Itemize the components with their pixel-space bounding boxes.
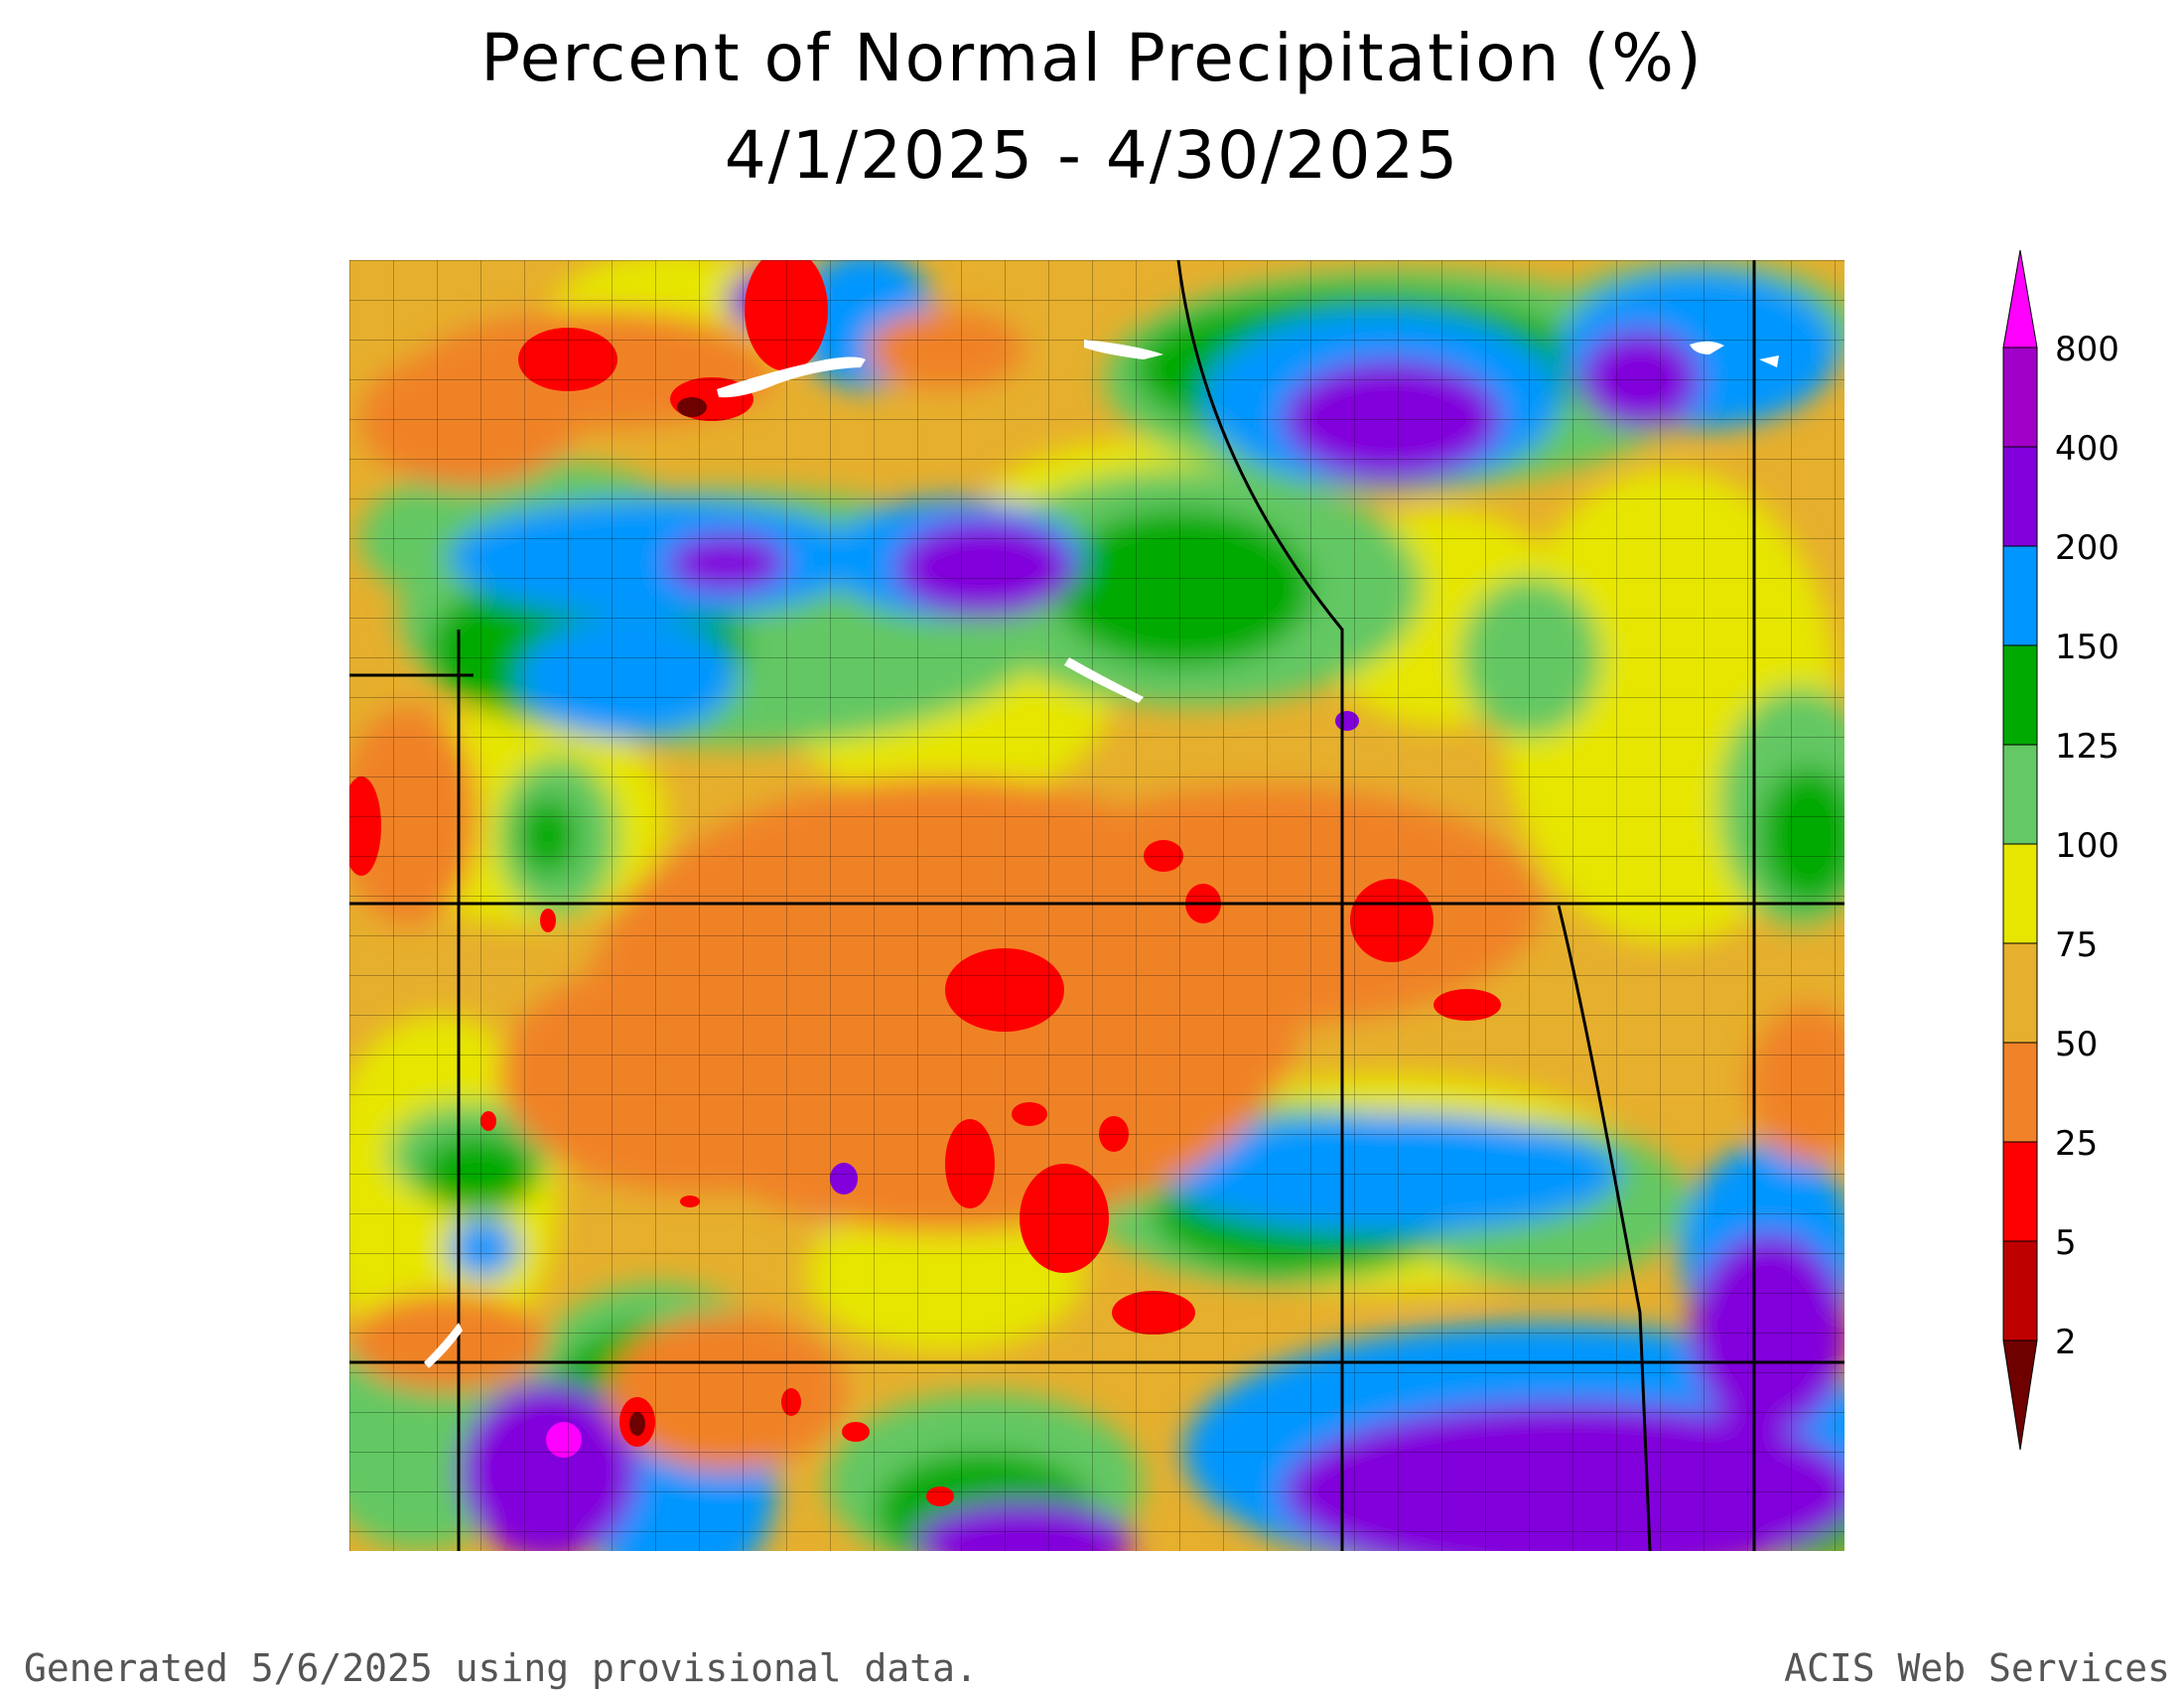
legend-swatch-2 xyxy=(2002,1339,2038,1451)
legend-label-800: 800 xyxy=(2055,330,2119,369)
legend-label-25: 25 xyxy=(2055,1124,2098,1164)
legend-label-50: 50 xyxy=(2055,1025,2098,1064)
legend-label-200: 200 xyxy=(2055,528,2119,568)
legend-label-75: 75 xyxy=(2055,925,2098,965)
legend-swatch-200 xyxy=(2002,545,2038,646)
legend-swatch-50 xyxy=(2002,1042,2038,1143)
legend-label-125: 125 xyxy=(2055,727,2119,767)
legend-swatch-125 xyxy=(2002,744,2038,845)
legend-label-400: 400 xyxy=(2055,429,2119,469)
legend-label-100: 100 xyxy=(2055,826,2119,866)
legend-swatch-400 xyxy=(2002,446,2038,547)
legend-swatch-5 xyxy=(2002,1240,2038,1341)
lakes xyxy=(424,340,1779,1368)
generated-note: Generated 5/6/2025 using provisional dat… xyxy=(24,1646,978,1690)
state-borders xyxy=(349,260,1844,1551)
legend-swatch-25 xyxy=(2002,1141,2038,1242)
map-date-range: 4/1/2025 - 4/30/2025 xyxy=(724,117,1460,194)
legend-top-arrow xyxy=(2002,249,2038,349)
legend-swatch-100 xyxy=(2002,843,2038,944)
county-grid xyxy=(349,260,1844,1551)
color-legend: 800 400 200 150 125 100 75 50 25 5 2 xyxy=(2002,249,2119,1451)
legend-swatch-150 xyxy=(2002,644,2038,746)
legend-label-5: 5 xyxy=(2055,1223,2077,1263)
legend-label-150: 150 xyxy=(2055,628,2119,667)
legend-swatch-800 xyxy=(2002,347,2038,448)
map-title: Percent of Normal Precipitation (%) xyxy=(480,20,1704,96)
legend-swatch-75 xyxy=(2002,942,2038,1044)
data-source-credit: ACIS Web Services xyxy=(1784,1646,2170,1690)
legend-label-2: 2 xyxy=(2055,1323,2077,1362)
precipitation-map xyxy=(349,260,1844,1551)
